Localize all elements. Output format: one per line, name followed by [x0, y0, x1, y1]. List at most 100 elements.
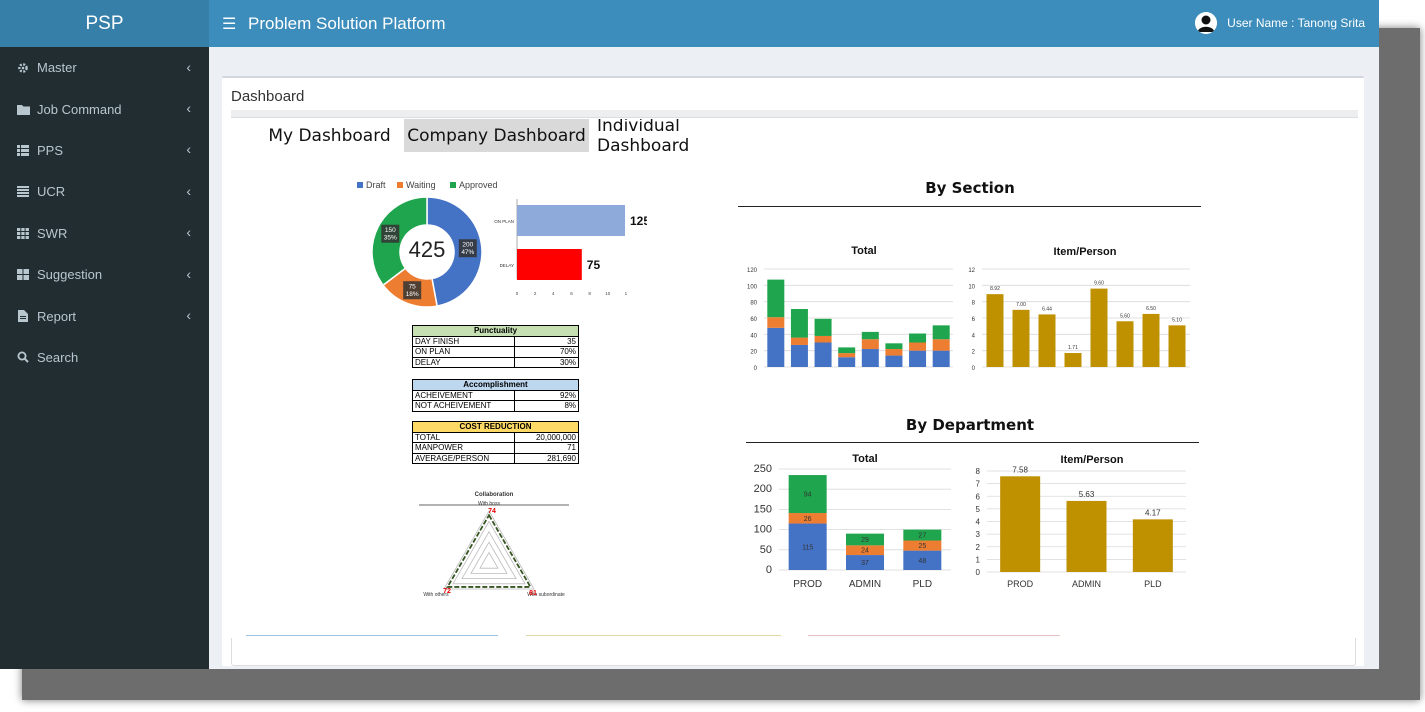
bar-data-label: 6.44 [1042, 306, 1052, 312]
grid-icon [16, 227, 30, 239]
tab-individual-dashboard[interactable]: Individual Dashboard [597, 119, 690, 156]
table-row: NOT ACHEIVEMENT 8% [412, 400, 579, 412]
y-tick-label: 4 [976, 518, 981, 527]
stacked-bar-segment [814, 318, 832, 336]
bar [1066, 500, 1107, 572]
y-tick-label: 40 [750, 333, 757, 339]
stacked-bar-segment [767, 327, 785, 367]
table-cell-label: ON PLAN [412, 346, 515, 358]
stacked-bar-segment [885, 343, 903, 350]
chevron-left-icon: ‹ [186, 100, 191, 117]
chart-title: Total [852, 453, 877, 465]
bar-data-label: 26 [804, 516, 812, 523]
sidebar-item-report[interactable]: Report ‹ [0, 295, 209, 336]
legend-swatch-waiting [397, 182, 403, 188]
user-menu[interactable]: User Name : Tanong Srita [1195, 12, 1365, 34]
gear-icon [16, 62, 30, 74]
radar-grid [452, 520, 526, 585]
y-tick-label: 8 [976, 467, 981, 476]
table-cell-label: TOTAL [412, 431, 515, 444]
chevron-left-icon: ‹ [186, 224, 191, 241]
legend-swatch-approved [450, 182, 456, 188]
punctuality-table: Punctuality DAY FINISH 35 ON PLAN 70% DELAY 30… [412, 325, 579, 369]
sidebar-menu: Master ‹ Job Command ‹ PPS ‹ UCR ‹ SWR ‹ Suggestio… [0, 47, 209, 378]
y-tick-label: 100 [754, 524, 772, 536]
bar-data-label: 5.63 [1079, 490, 1095, 499]
legend-draft: Draft [366, 180, 386, 190]
table-row: DAY FINISH 35 [412, 335, 579, 348]
plan-axis-tick: 1 [625, 291, 628, 296]
stacked-bar-segment [909, 333, 927, 343]
hamburger-menu-icon[interactable]: ☰ [222, 15, 237, 33]
chart-title: Item/Person [1054, 246, 1117, 258]
bar-data-label: 8.92 [990, 286, 1000, 292]
bar [1090, 288, 1108, 367]
y-tick-label: 4 [972, 333, 976, 339]
x-category-label: PLD [1144, 579, 1162, 589]
donut-label-percent: 18% [406, 291, 419, 298]
donut-label-value: 200 [462, 242, 473, 249]
department-item-person-chart: Item/Person 0 1 2 3 4 5 6 7 8 7.58 PROD 5.63 ADMIN 4.1… [976, 454, 1186, 589]
tab-company-dashboard[interactable]: Company Dashboard [404, 119, 589, 152]
y-tick-label: 1 [976, 555, 981, 564]
bar [1142, 313, 1160, 367]
plan-bar-category: ON PLAN [494, 219, 514, 224]
stacked-bar-segment [932, 339, 950, 351]
sidebar-item-job-command[interactable]: Job Command ‹ [0, 88, 209, 129]
y-tick-label: 6 [976, 492, 981, 501]
table-row: AVERAGE/PERSON 281,690 [412, 452, 579, 465]
donut-slice [426, 196, 483, 307]
stacked-bar-segment [788, 475, 827, 514]
by-department-title: By Department [905, 416, 1035, 434]
sidebar-item-suggestion[interactable]: Suggestion ‹ [0, 254, 209, 295]
folder-icon [16, 103, 30, 115]
stacked-bar-segment [903, 540, 942, 551]
radar-axis-label: With boss [478, 501, 500, 507]
app-window: PSP Master ‹ Job Command ‹ PPS ‹ UCR ‹ SWR ‹ Sugge… [0, 0, 1379, 669]
sidebar-item-ucr[interactable]: UCR ‹ [0, 171, 209, 212]
section-total-chart: Total020406080100120Line ALine BM/TQAENG… [747, 245, 953, 371]
plan-axis-tick: 0 [516, 291, 519, 296]
stacked-bar-segment [932, 350, 950, 367]
stacked-bar-segment [861, 339, 879, 350]
table-cell-value: 30% [514, 356, 579, 369]
logo[interactable]: PSP [0, 0, 209, 47]
bar-data-label: 27 [918, 533, 926, 540]
bar-data-label: 94 [804, 492, 812, 499]
donut-slice [371, 196, 428, 287]
stacked-bar-segment [838, 357, 856, 367]
stacked-bar-segment [767, 279, 785, 318]
sidebar-item-master[interactable]: Master ‹ [0, 47, 209, 88]
bar-data-label: 7.00 [1016, 302, 1026, 308]
bar [1038, 314, 1056, 367]
table-title: Accomplishment [412, 379, 579, 391]
y-tick-label: 6 [972, 317, 976, 323]
stacked-bar-segment [838, 353, 856, 358]
plan-bar-value: 125 [630, 214, 647, 228]
tab-my-dashboard[interactable]: My Dashboard [268, 125, 391, 146]
y-tick-label: 8 [972, 301, 976, 307]
donut-label-percent: 47% [461, 249, 474, 256]
bar-data-label: 25 [918, 543, 926, 550]
y-tick-label: 120 [747, 268, 758, 274]
plan-bar [517, 249, 582, 280]
radar-title: Collaboration [475, 492, 514, 498]
page-title: Dashboard [231, 88, 305, 105]
y-tick-label: 80 [750, 301, 757, 307]
sidebar-item-swr[interactable]: SWR ‹ [0, 213, 209, 254]
sidebar-item-search[interactable]: Search [0, 337, 209, 378]
plan-axis-tick: 6 [570, 291, 573, 296]
table-cell-value: 8% [514, 400, 579, 412]
table-row: TOTAL 20,000,000 [412, 431, 579, 444]
chevron-left-icon: ‹ [186, 58, 191, 75]
donut-total: 425 [409, 237, 446, 262]
bar [1064, 353, 1082, 367]
sidebar-item-pps[interactable]: PPS ‹ [0, 130, 209, 171]
bar-data-label: 6.50 [1146, 306, 1156, 312]
search-icon [16, 351, 30, 364]
y-tick-label: 250 [754, 463, 772, 475]
donut-legend: Draft Waiting Approved [357, 180, 498, 190]
